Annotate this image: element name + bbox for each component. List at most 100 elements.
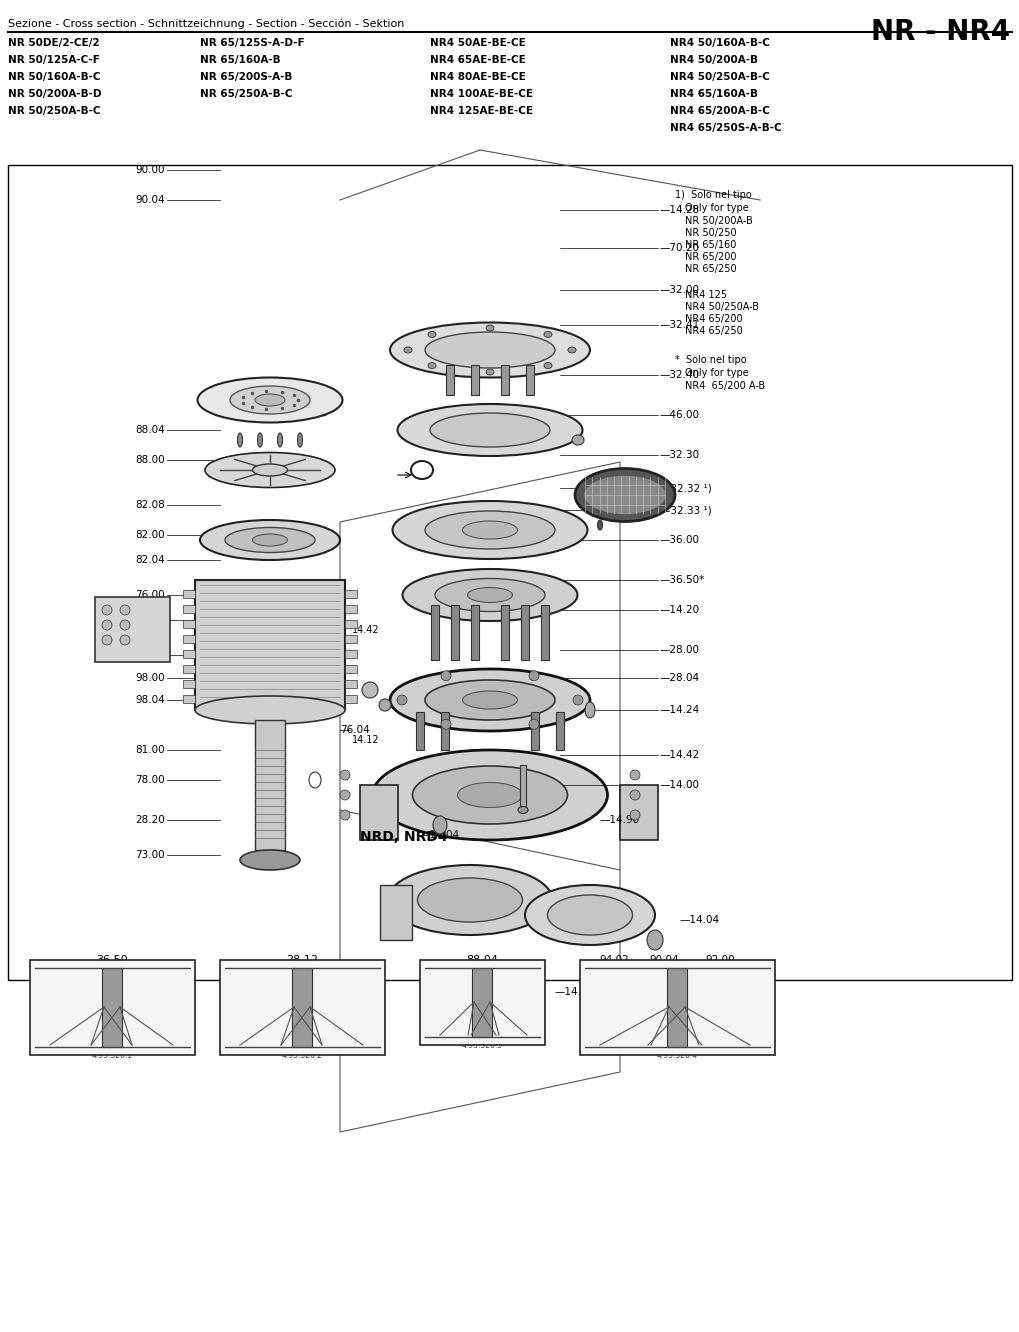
Bar <box>344 681 357 689</box>
Ellipse shape <box>389 322 589 377</box>
Bar <box>450 605 459 659</box>
Text: 88.04: 88.04 <box>466 955 497 964</box>
Text: 90.04: 90.04 <box>648 955 679 964</box>
Text: 76.54: 76.54 <box>135 615 165 625</box>
Text: —32.30: —32.30 <box>659 450 699 460</box>
Ellipse shape <box>372 750 607 840</box>
Ellipse shape <box>572 436 584 445</box>
Text: NR4 50/200A-B: NR4 50/200A-B <box>669 55 757 65</box>
Ellipse shape <box>485 325 493 330</box>
Text: NR4 50AE-BE-CE: NR4 50AE-BE-CE <box>430 39 525 48</box>
Ellipse shape <box>518 806 528 814</box>
Text: —70.20: —70.20 <box>659 242 699 253</box>
Bar <box>344 590 357 598</box>
Circle shape <box>630 770 639 781</box>
Text: 28.20: 28.20 <box>136 815 165 825</box>
Text: NR4 65/200: NR4 65/200 <box>685 314 742 324</box>
Ellipse shape <box>485 369 493 376</box>
Text: —14.42: —14.42 <box>659 750 700 761</box>
Text: —32.32 ¹): —32.32 ¹) <box>659 484 711 493</box>
Text: 98.00: 98.00 <box>136 673 165 683</box>
Text: 88.04: 88.04 <box>136 425 165 436</box>
Bar <box>380 884 412 940</box>
Ellipse shape <box>430 413 549 448</box>
Circle shape <box>630 810 639 821</box>
Text: —14.24: —14.24 <box>659 705 700 715</box>
Bar <box>540 605 548 659</box>
Ellipse shape <box>585 477 664 514</box>
Text: —14.20: —14.20 <box>659 605 699 615</box>
Text: NR4 50/250A-B-C: NR4 50/250A-B-C <box>669 72 769 83</box>
Text: —28.04: —28.04 <box>659 673 699 683</box>
Text: 4.93.326.1: 4.93.326.1 <box>92 1051 132 1060</box>
Text: NR4 50/250A-B: NR4 50/250A-B <box>685 302 758 312</box>
Circle shape <box>102 619 112 630</box>
Text: 90.04: 90.04 <box>136 194 165 205</box>
Text: —28.00: —28.00 <box>659 645 699 655</box>
Text: NR 65/125S-A-D-F: NR 65/125S-A-D-F <box>200 39 305 48</box>
Ellipse shape <box>239 850 300 870</box>
Text: NR4  65/200 A-B: NR4 65/200 A-B <box>685 381 764 392</box>
Ellipse shape <box>543 332 551 337</box>
Circle shape <box>362 682 378 698</box>
Text: NR 65/200S-A-B: NR 65/200S-A-B <box>200 72 292 83</box>
Ellipse shape <box>525 884 654 944</box>
Bar <box>182 695 195 703</box>
Ellipse shape <box>200 519 339 559</box>
Ellipse shape <box>425 332 554 368</box>
Bar <box>182 635 195 643</box>
Ellipse shape <box>412 766 567 825</box>
Ellipse shape <box>397 404 582 456</box>
Text: Only for type: Only for type <box>685 368 748 378</box>
Text: —32.40: —32.40 <box>659 370 699 380</box>
Ellipse shape <box>547 895 632 935</box>
Text: —14.04: —14.04 <box>680 915 719 924</box>
Bar <box>220 960 384 1055</box>
Text: Only for type: Only for type <box>685 202 748 213</box>
Ellipse shape <box>462 521 517 539</box>
Text: NR 65/250: NR 65/250 <box>685 264 736 274</box>
Bar <box>182 681 195 689</box>
Text: 92.00: 92.00 <box>704 955 734 964</box>
Text: 81.00: 81.00 <box>136 745 165 755</box>
Text: —14.92: —14.92 <box>554 987 595 996</box>
Circle shape <box>120 619 129 630</box>
Text: 82.08: 82.08 <box>136 500 165 510</box>
Ellipse shape <box>467 587 512 602</box>
Bar <box>344 619 357 627</box>
Text: —32.41: —32.41 <box>659 320 700 330</box>
Bar <box>102 968 122 1047</box>
Bar <box>500 365 508 396</box>
Text: NR4 65/200A-B-C: NR4 65/200A-B-C <box>669 107 769 116</box>
Text: 98.08: 98.08 <box>136 650 165 659</box>
Text: —46.00: —46.00 <box>659 410 699 420</box>
Text: NR4 125: NR4 125 <box>685 290 727 300</box>
Bar <box>440 713 448 750</box>
Bar <box>531 713 538 750</box>
Ellipse shape <box>425 511 554 549</box>
Text: 76.04: 76.04 <box>339 725 370 735</box>
Ellipse shape <box>298 433 303 448</box>
Text: 28.12: 28.12 <box>285 955 318 964</box>
Text: NR 50/250A-B-C: NR 50/250A-B-C <box>8 107 101 116</box>
Ellipse shape <box>525 984 535 996</box>
Text: 82.00: 82.00 <box>136 530 165 539</box>
Ellipse shape <box>575 469 675 522</box>
Bar <box>471 605 479 659</box>
Bar <box>95 597 170 662</box>
Bar <box>521 605 529 659</box>
Text: NRD, NRD4: NRD, NRD4 <box>360 830 447 844</box>
Ellipse shape <box>195 697 344 725</box>
Text: NR4 65/250: NR4 65/250 <box>685 326 742 336</box>
Ellipse shape <box>417 878 522 922</box>
Text: NR 50/160A-B-C: NR 50/160A-B-C <box>8 72 101 83</box>
Text: NR 50/200A-B-D: NR 50/200A-B-D <box>8 89 102 99</box>
Bar <box>555 713 564 750</box>
Text: 73.00: 73.00 <box>136 850 165 860</box>
Ellipse shape <box>462 691 517 709</box>
Bar <box>215 390 325 416</box>
Ellipse shape <box>428 362 435 369</box>
Ellipse shape <box>411 461 433 480</box>
Bar <box>472 968 491 1038</box>
Circle shape <box>339 790 350 801</box>
